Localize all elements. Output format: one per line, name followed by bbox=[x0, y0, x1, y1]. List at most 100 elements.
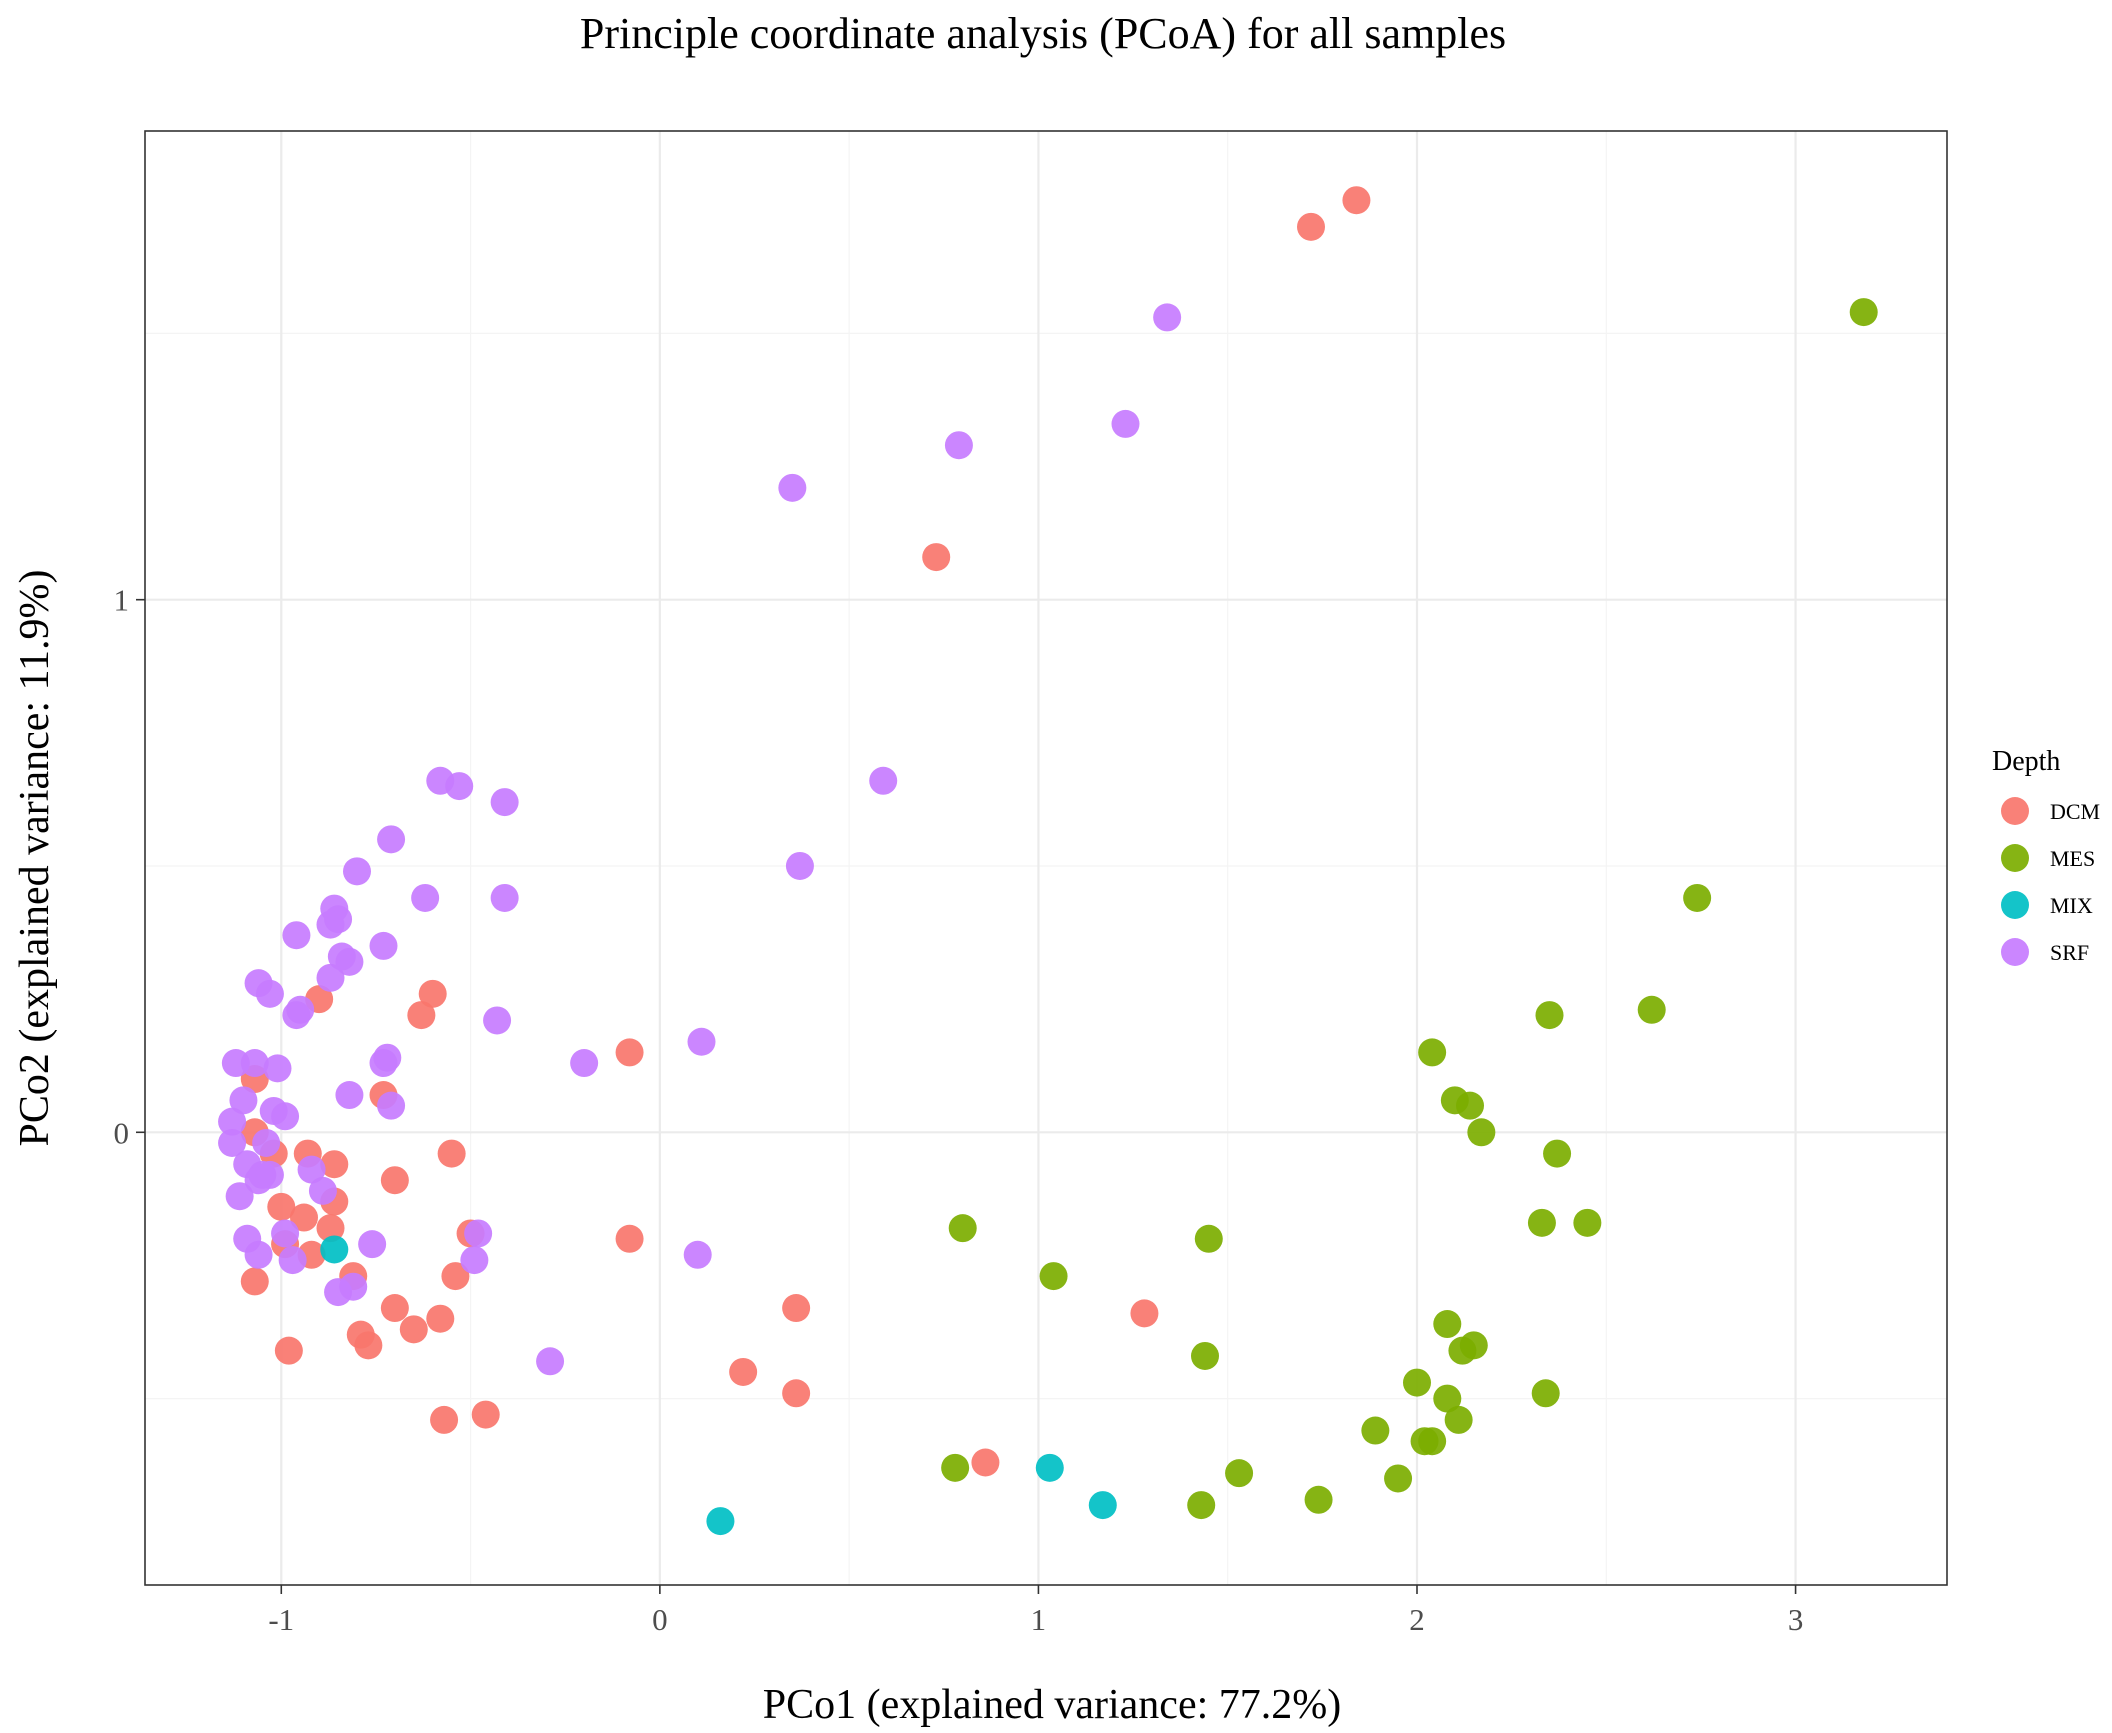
data-point-srf bbox=[411, 883, 440, 912]
data-point-dcm bbox=[729, 1357, 758, 1386]
data-point-srf bbox=[1111, 409, 1140, 438]
data-point-dcm bbox=[316, 1214, 345, 1243]
data-point-dcm bbox=[354, 1331, 383, 1360]
legend-label: DCM bbox=[2050, 799, 2100, 824]
data-point-dcm bbox=[418, 979, 447, 1008]
data-point-srf bbox=[1153, 303, 1182, 332]
data-point-mes bbox=[941, 1453, 970, 1482]
data-point-srf bbox=[464, 1219, 493, 1248]
data-point-mix bbox=[706, 1507, 735, 1536]
minor-gridlines bbox=[145, 131, 1947, 1585]
data-point-dcm bbox=[399, 1315, 428, 1344]
data-point-srf bbox=[369, 931, 398, 960]
series-mix bbox=[320, 1235, 1117, 1536]
data-point-mes bbox=[1433, 1310, 1462, 1339]
data-points bbox=[218, 186, 1878, 1536]
x-tick-label: -1 bbox=[268, 1602, 294, 1637]
data-point-dcm bbox=[471, 1400, 500, 1429]
data-point-srf bbox=[225, 1182, 254, 1211]
data-point-mes bbox=[1467, 1118, 1496, 1147]
data-point-srf bbox=[229, 1086, 258, 1115]
data-point-srf bbox=[377, 1091, 406, 1120]
x-tick-label: 2 bbox=[1409, 1602, 1425, 1637]
major-gridlines bbox=[145, 131, 1947, 1585]
data-point-mes bbox=[1384, 1464, 1413, 1493]
data-point-mes bbox=[1403, 1368, 1431, 1397]
data-point-srf bbox=[282, 1001, 311, 1030]
legend-key bbox=[2001, 938, 2029, 966]
data-point-dcm bbox=[1342, 186, 1371, 215]
data-point-dcm bbox=[426, 1304, 455, 1333]
data-point-dcm bbox=[430, 1405, 459, 1434]
data-point-srf bbox=[785, 851, 814, 880]
data-point-srf bbox=[244, 1240, 273, 1269]
data-point-srf bbox=[255, 1160, 284, 1189]
data-point-dcm bbox=[274, 1336, 303, 1365]
data-point-dcm bbox=[615, 1224, 644, 1253]
data-point-mes bbox=[1187, 1491, 1216, 1520]
x-tick-label: 0 bbox=[652, 1602, 668, 1637]
data-point-dcm bbox=[380, 1166, 409, 1195]
data-point-srf bbox=[687, 1027, 716, 1056]
y-axis-title: PCo2 (explained variance: 11.9%) bbox=[12, 570, 58, 1147]
data-point-dcm bbox=[1297, 212, 1325, 241]
data-point-srf bbox=[282, 921, 311, 950]
data-point-mes bbox=[1456, 1091, 1484, 1120]
data-point-srf bbox=[335, 1081, 364, 1110]
data-point-mes bbox=[1191, 1341, 1219, 1370]
data-point-mes bbox=[1543, 1139, 1572, 1168]
series-srf bbox=[218, 303, 1182, 1376]
data-point-mes bbox=[1418, 1038, 1447, 1067]
legend-item-srf: SRF bbox=[2001, 938, 2089, 966]
data-point-mes bbox=[1433, 1384, 1462, 1413]
data-point-srf bbox=[316, 910, 345, 939]
series-mes bbox=[941, 298, 1878, 1520]
data-point-srf bbox=[316, 963, 345, 992]
data-point-mes bbox=[1304, 1485, 1333, 1514]
legend-label: SRF bbox=[2050, 940, 2089, 965]
legend-label: MES bbox=[2050, 846, 2095, 871]
data-point-mix bbox=[320, 1235, 349, 1264]
legend-item-dcm: DCM bbox=[2001, 797, 2100, 825]
data-point-dcm bbox=[971, 1448, 1000, 1477]
data-point-dcm bbox=[320, 1150, 349, 1179]
data-point-srf bbox=[240, 1049, 269, 1078]
data-point-mix bbox=[1035, 1453, 1064, 1482]
data-point-dcm bbox=[380, 1294, 409, 1323]
data-point-srf bbox=[460, 1246, 489, 1275]
data-point-dcm bbox=[240, 1267, 269, 1296]
data-point-srf bbox=[445, 772, 474, 801]
data-point-srf bbox=[483, 1006, 512, 1035]
legend-items: DCM MES MIX SRF bbox=[2001, 797, 2100, 966]
data-point-srf bbox=[490, 883, 519, 912]
x-axis: -1 0 1 2 3 bbox=[268, 1585, 1803, 1637]
data-point-srf bbox=[255, 979, 284, 1008]
legend-item-mes: MES bbox=[2001, 844, 2095, 872]
data-point-mes bbox=[1444, 1405, 1473, 1434]
data-point-dcm bbox=[782, 1294, 811, 1323]
legend-key bbox=[2001, 891, 2029, 919]
data-point-dcm bbox=[437, 1139, 466, 1168]
x-tick-label: 3 bbox=[1788, 1602, 1804, 1637]
y-tick-label: 0 bbox=[114, 1115, 130, 1150]
data-point-mes bbox=[1194, 1224, 1223, 1253]
data-point-srf bbox=[335, 947, 364, 976]
data-point-dcm bbox=[290, 1203, 318, 1232]
data-point-mes bbox=[1039, 1262, 1068, 1291]
data-point-mes bbox=[1361, 1416, 1390, 1445]
data-point-mes bbox=[1527, 1208, 1556, 1237]
data-point-srf bbox=[271, 1219, 300, 1248]
data-point-mes bbox=[948, 1214, 977, 1243]
data-point-srf bbox=[944, 431, 973, 460]
legend: Depth DCM MES MIX SRF bbox=[1992, 746, 2100, 966]
data-point-srf bbox=[683, 1240, 712, 1269]
data-point-dcm bbox=[782, 1379, 811, 1408]
data-point-srf bbox=[490, 788, 519, 817]
legend-key bbox=[2001, 797, 2029, 825]
data-point-srf bbox=[218, 1128, 247, 1157]
data-point-srf bbox=[536, 1347, 565, 1376]
data-point-srf bbox=[570, 1049, 599, 1078]
data-point-srf bbox=[358, 1230, 387, 1259]
